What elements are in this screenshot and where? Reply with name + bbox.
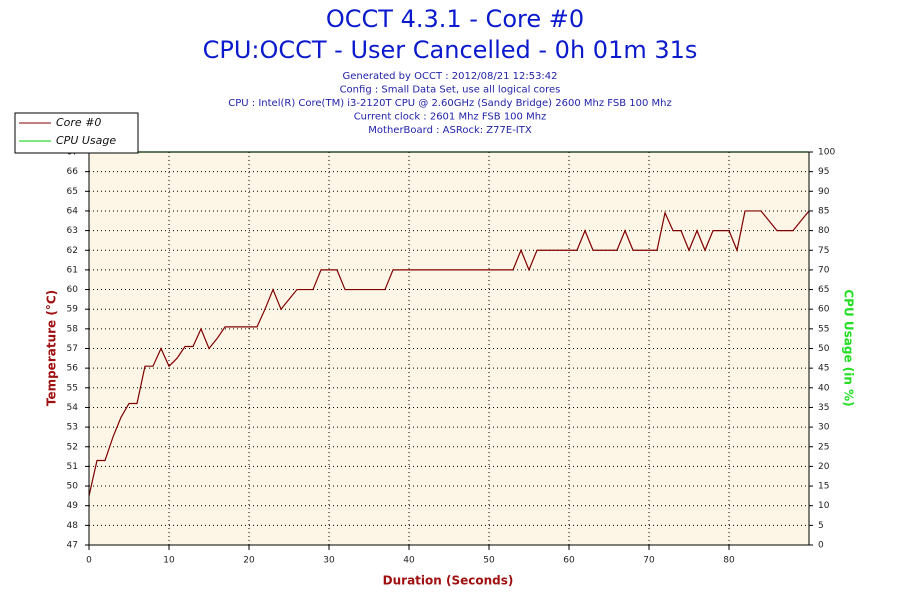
y-tick-label: 57 [67,344,78,354]
y2-tick-label: 85 [818,206,829,216]
x-tick-label: 0 [86,556,92,566]
y2-tick-label: 25 [818,442,829,452]
plot-frame [88,151,810,546]
y2-tick-label: 75 [818,246,829,256]
y2-tick-label: 55 [818,324,829,334]
chart-subtitle: CPU:OCCT - User Cancelled - 0h 01m 31s [203,36,698,64]
series-line [88,210,810,497]
info-line: MotherBoard : ASRock: Z77E-ITX [368,125,532,136]
y-tick-label: 56 [67,364,79,374]
y2-tick-label: 40 [818,383,830,393]
info-line: Config : Small Data Set, use all logical… [340,85,561,96]
legend-label: CPU Usage [56,134,116,147]
y-tick-label: 54 [67,403,79,413]
x-axis-label: Duration (Seconds) [383,574,514,588]
y-tick-label: 66 [67,167,79,177]
y2-tick-label: 95 [818,167,829,177]
y-tick-label: 59 [67,305,79,315]
y-tick-label: 52 [67,442,78,452]
y2-tick-label: 0 [818,541,824,551]
x-tick-label: 20 [243,556,255,566]
y-tick-label: 60 [67,285,79,295]
y2-tick-label: 35 [818,403,829,413]
y2-tick-label: 15 [818,482,829,492]
y-tick-label: 50 [67,482,79,492]
x-tick-label: 30 [323,556,335,566]
y-tick-label: 58 [67,324,79,334]
y2-tick-label: 20 [818,462,830,472]
x-tick-label: 40 [403,556,415,566]
x-tick-label: 50 [483,556,495,566]
x-tick-label: 60 [563,556,575,566]
y-tick-label: 63 [67,226,78,236]
info-line: CPU : Intel(R) Core(TM) i3-2120T CPU @ 2… [228,98,671,109]
y-tick-label: 61 [67,265,78,275]
y2-tick-label: 5 [818,521,824,531]
y2-axis-label: CPU Usage (in %) [842,289,856,406]
y2-tick-label: 10 [818,501,830,511]
y2-tick-label: 45 [818,364,829,374]
y2-tick-label: 70 [818,265,830,275]
y-tick-label: 64 [67,206,79,216]
y-tick-label: 53 [67,423,78,433]
y2-tick-label: 50 [818,344,830,354]
y-tick-label: 65 [67,187,78,197]
x-tick-label: 80 [723,556,735,566]
y-tick-label: 48 [67,521,79,531]
y-tick-label: 55 [67,383,78,393]
info-line: Current clock : 2601 Mhz FSB 100 Mhz [354,112,547,123]
legend-box [14,112,139,154]
y2-tick-label: 65 [818,285,829,295]
legend-label: Core #0 [56,116,101,129]
x-tick-label: 10 [163,556,175,566]
y2-tick-label: 60 [818,305,830,315]
chart-title: OCCT 4.3.1 - Core #0 [326,5,584,33]
y-tick-label: 47 [67,541,78,551]
info-line: Generated by OCCT : 2012/08/21 12:53:42 [342,71,557,82]
y2-tick-label: 30 [818,423,830,433]
y-tick-label: 62 [67,246,78,256]
y2-tick-label: 100 [818,148,835,158]
y-tick-label: 49 [67,501,79,511]
y2-tick-label: 80 [818,226,830,236]
x-tick-label: 70 [643,556,655,566]
y2-tick-label: 90 [818,187,830,197]
y-tick-label: 51 [67,462,78,472]
y-axis-label: Temperature (°C) [45,290,59,406]
